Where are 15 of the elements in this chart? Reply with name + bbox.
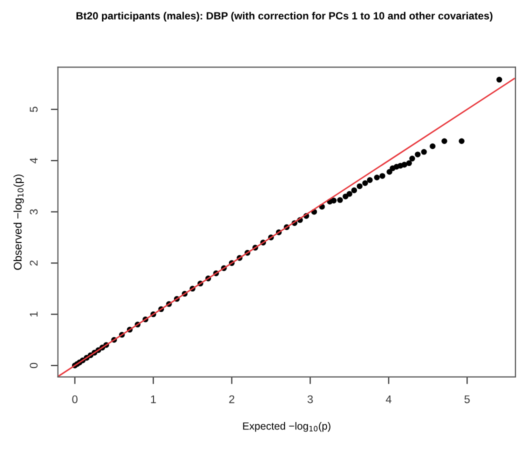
- x-axis-title: Expected −log$_{10}$(p): [243, 422, 330, 432]
- x-tick-label: 3: [308, 395, 313, 404]
- x-tick-label: 5: [464, 395, 470, 404]
- y-tick-label: 4: [30, 158, 38, 164]
- x-tick-label: 2: [229, 395, 234, 404]
- x-tick-label: 0: [72, 395, 78, 404]
- y-tick-label: 3: [30, 209, 38, 214]
- y-axis-title: Observed −log$_{10}$(p): [13, 174, 24, 270]
- chart-title: Bt20 participants (males): DBP (with correction for PCs 1 to 10 and other covariates): [76, 12, 492, 22]
- x-tick-label: 4: [386, 395, 392, 404]
- y-tick-label: 5: [30, 106, 38, 112]
- y-tick-label: 0: [30, 362, 38, 368]
- y-tick-label: 1: [30, 312, 38, 317]
- y-tick-label: 2: [30, 260, 38, 266]
- x-tick-label: 1: [151, 395, 156, 404]
